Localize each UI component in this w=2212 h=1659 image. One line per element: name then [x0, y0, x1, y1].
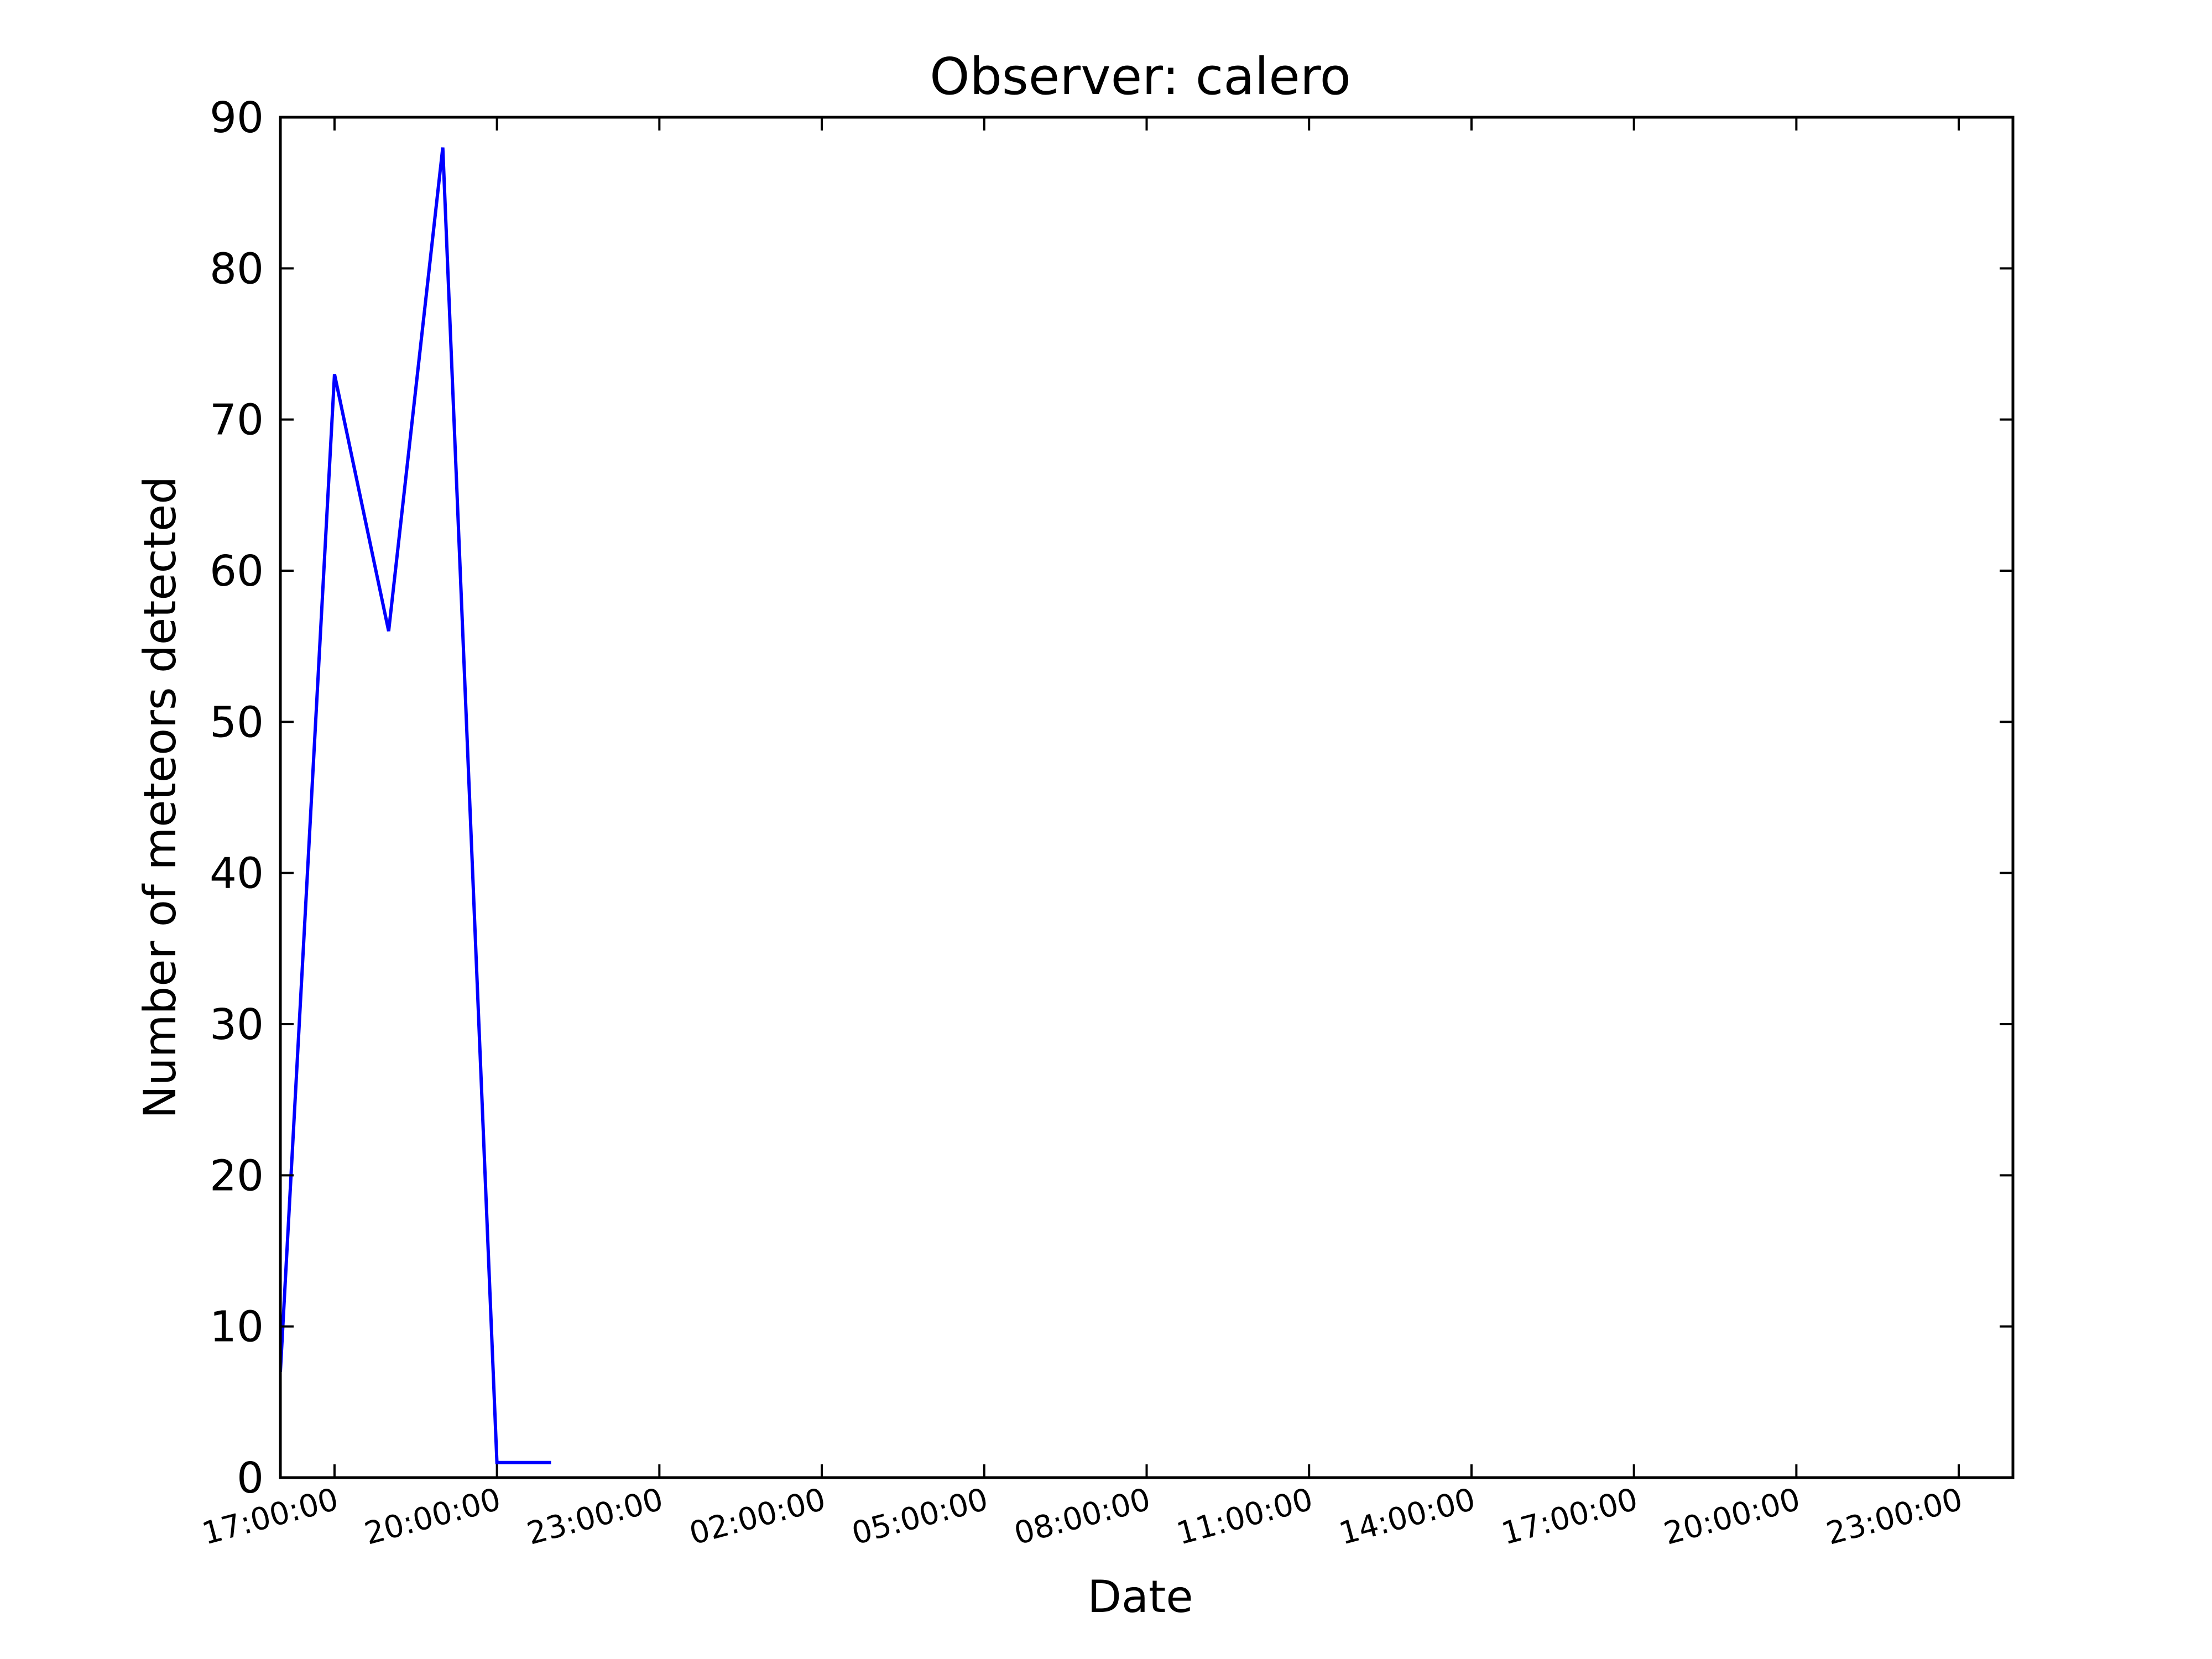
y-tick-label: 10: [210, 1303, 264, 1352]
y-tick-label: 30: [210, 1000, 264, 1050]
series-line-0: [280, 147, 551, 1464]
chart-title: Observer: calero: [930, 47, 1351, 106]
y-tick-label: 80: [210, 244, 264, 294]
y-axis-label: Number of meteors detected: [134, 476, 186, 1119]
y-tick-label: 0: [237, 1454, 264, 1503]
axes-frame: [279, 116, 2015, 1479]
y-tick-label: 70: [210, 396, 264, 445]
y-tick-label: 40: [210, 849, 264, 899]
y-tick-label: 90: [210, 93, 264, 143]
y-tick-label: 50: [210, 698, 264, 747]
y-tick-label: 20: [210, 1151, 264, 1201]
x-axis-label: Date: [1087, 1571, 1193, 1623]
y-tick-label: 60: [210, 547, 264, 596]
